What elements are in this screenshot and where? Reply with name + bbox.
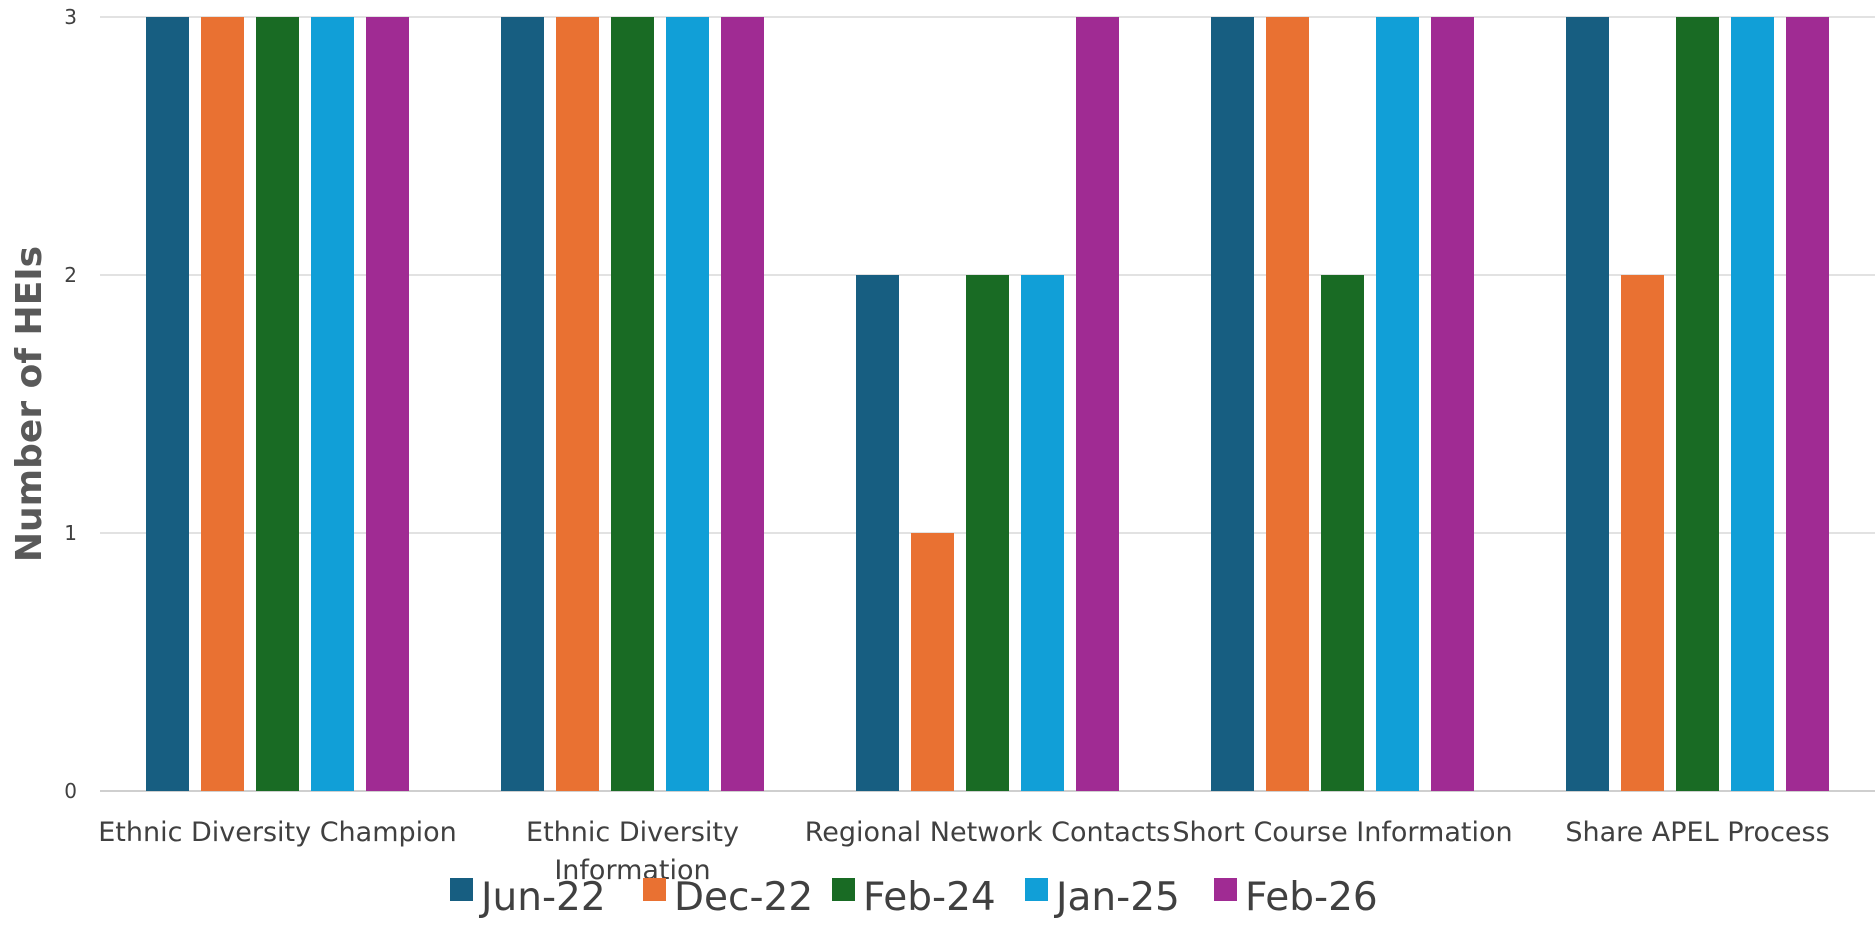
x-category-label-5: Share APEL Process (1565, 817, 1829, 848)
legend-swatch-jan-25 (1025, 878, 1048, 901)
y-tick-label-3: 3 (64, 5, 77, 29)
x-category-label-1: Ethnic Diversity Champion (98, 817, 457, 848)
legend-swatch-feb-24 (832, 878, 855, 901)
legend-swatch-dec-22 (643, 878, 666, 901)
bar-feb-26-2 (721, 17, 764, 791)
bar-feb-24-5 (1676, 17, 1719, 791)
bar-jan-25-3 (1021, 275, 1064, 791)
legend-label-feb-24: Feb-24 (863, 875, 996, 920)
bar-dec-22-4 (1266, 17, 1309, 791)
y-axis-tick-labels: 0 1 2 3 (64, 5, 77, 803)
x-category-label-2-line-1: Ethnic Diversity (526, 817, 739, 848)
bar-dec-22-2 (556, 17, 599, 791)
bar-jun-22-2 (501, 17, 544, 791)
y-tick-label-2: 2 (64, 263, 77, 287)
bar-dec-22-5 (1621, 275, 1664, 791)
bar-jan-25-2 (666, 17, 709, 791)
bar-jun-22-1 (146, 17, 189, 791)
bar-feb-26-3 (1076, 17, 1119, 791)
legend-swatch-jun-22 (450, 878, 473, 901)
x-category-label-2-line-2: Information (554, 855, 710, 886)
bar-dec-22-1 (201, 17, 244, 791)
bars (146, 17, 1829, 791)
bar-jun-22-3 (856, 275, 899, 791)
y-tick-label-0: 0 (64, 779, 77, 803)
bar-feb-24-3 (966, 275, 1009, 791)
bar-feb-26-4 (1431, 17, 1474, 791)
bar-feb-24-1 (256, 17, 299, 791)
x-axis-category-labels: Ethnic Diversity Champion Ethnic Diversit… (98, 817, 1829, 886)
legend: Jun-22 Dec-22 Feb-24 Jan-25 Feb-26 (450, 875, 1378, 920)
legend-label-jun-22: Jun-22 (478, 875, 606, 920)
bar-jan-25-1 (311, 17, 354, 791)
legend-label-feb-26: Feb-26 (1245, 875, 1378, 920)
bar-feb-26-5 (1786, 17, 1829, 791)
bar-feb-26-1 (366, 17, 409, 791)
legend-swatch-feb-26 (1214, 878, 1237, 901)
x-category-label-3: Regional Network Contacts (805, 817, 1171, 848)
y-tick-label-1: 1 (64, 521, 77, 545)
bar-dec-22-3 (911, 533, 954, 791)
y-axis-title: Number of HEIs (9, 246, 50, 562)
bar-jan-25-4 (1376, 17, 1419, 791)
bar-jun-22-5 (1566, 17, 1609, 791)
bar-jan-25-5 (1731, 17, 1774, 791)
x-category-label-4: Short Course Information (1172, 817, 1512, 848)
legend-label-jan-25: Jan-25 (1053, 875, 1180, 920)
bar-jun-22-4 (1211, 17, 1254, 791)
bar-feb-24-4 (1321, 275, 1364, 791)
bar-feb-24-2 (611, 17, 654, 791)
legend-label-dec-22: Dec-22 (674, 875, 813, 920)
